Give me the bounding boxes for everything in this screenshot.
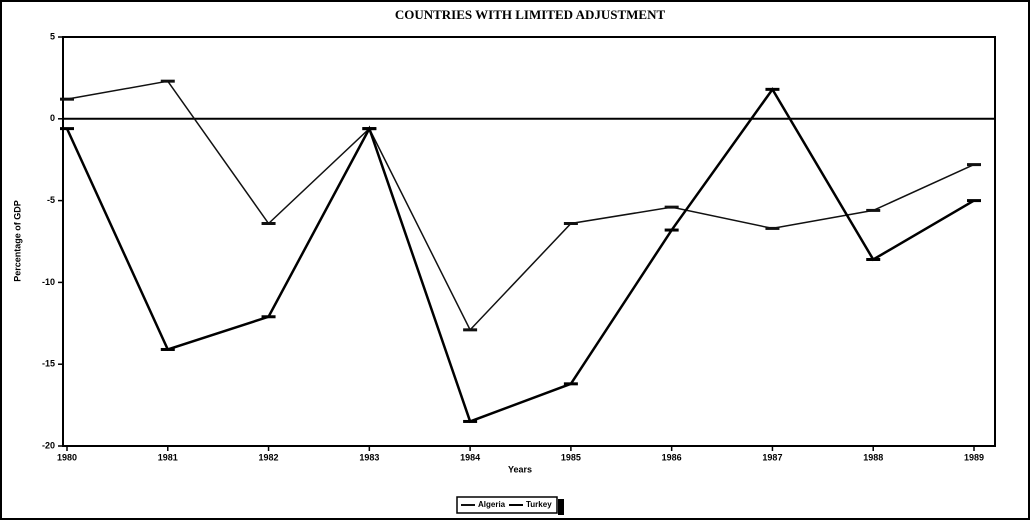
x-axis-label: Years <box>508 464 532 474</box>
y-axis-label: Percentage of GDP <box>12 200 22 282</box>
series-line <box>65 87 975 424</box>
y-tick-label: -20 <box>42 440 55 450</box>
x-tick-label: 1987 <box>762 452 782 462</box>
x-tick-label: 1988 <box>863 452 883 462</box>
legend-box <box>456 496 558 514</box>
y-tick-label: -5 <box>47 195 55 205</box>
x-tick-label: 1980 <box>57 452 77 462</box>
legend-label: Algeria <box>478 500 506 509</box>
x-tick-label: 1983 <box>359 452 379 462</box>
x-tick-label: 1986 <box>662 452 682 462</box>
series-line <box>66 80 975 332</box>
legend-label: Turkey <box>526 500 552 509</box>
x-tick-label: 1989 <box>964 452 984 462</box>
y-tick-label: -15 <box>42 359 55 369</box>
chart-title: COUNTRIES WITH LIMITED ADJUSTMENT <box>395 7 666 22</box>
x-tick-label: 1984 <box>460 452 480 462</box>
x-tick-label: 1982 <box>259 452 279 462</box>
plot-area <box>62 36 996 447</box>
x-tick-label: 1981 <box>158 452 178 462</box>
y-tick-label: -10 <box>42 277 55 287</box>
x-tick-label: 1985 <box>561 452 581 462</box>
legend-tab <box>558 499 564 515</box>
y-tick-label: 5 <box>50 31 55 41</box>
y-tick-label: 0 <box>50 113 55 123</box>
